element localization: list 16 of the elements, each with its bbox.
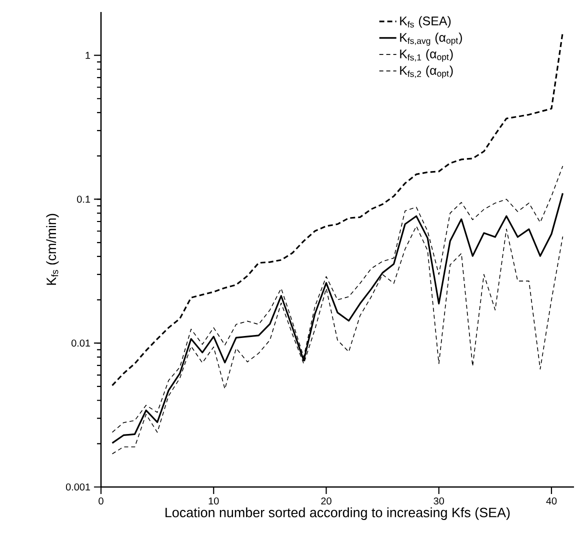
y-tick-label: 1 [86, 52, 90, 59]
x-tick-label: 20 [321, 497, 332, 505]
y-tick-label: 0.01 [72, 340, 90, 347]
legend-label: K$_{fs}$ (SEA) [400, 16, 451, 28]
y-axis-title: K$_{fs}$ (cm/min) [46, 214, 59, 285]
x-tick-label: 30 [434, 497, 444, 505]
legend-label: K$_{fs,1}$ (α$_{opt}$) [400, 49, 453, 62]
y-tick-label: 0.1 [77, 196, 90, 203]
y-tick-label: 0.001 [66, 483, 90, 491]
line-series [111, 31, 564, 386]
legend-label: K$_{fs,2}$ (α$_{opt}$) [400, 66, 453, 78]
x-axis-title: Location number sorted according to increasing Kfs (SEA) [166, 507, 510, 520]
x-tick-label: 0 [98, 497, 104, 505]
x-tick-label: 10 [208, 497, 219, 505]
legend-label: K$_{fs,avg}$ (α$_{opt}$) [400, 32, 462, 46]
x-tick-label: 40 [546, 497, 557, 505]
